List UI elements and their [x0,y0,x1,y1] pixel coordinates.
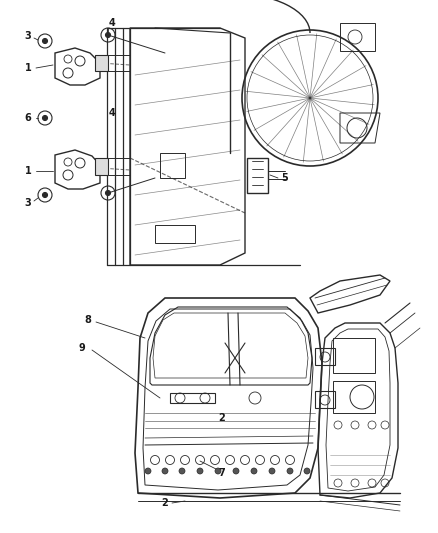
Circle shape [106,33,110,37]
Circle shape [162,468,168,474]
Text: 7: 7 [219,468,226,478]
Text: 4: 4 [109,108,115,118]
Circle shape [42,116,47,120]
Text: 1: 1 [25,166,32,176]
Circle shape [215,468,221,474]
Text: 2: 2 [219,413,226,423]
Text: 8: 8 [85,315,92,325]
Text: 2: 2 [162,498,168,508]
Circle shape [197,468,203,474]
Circle shape [145,468,151,474]
Circle shape [251,468,257,474]
Text: 1: 1 [25,63,32,73]
Polygon shape [95,158,108,175]
Circle shape [287,468,293,474]
Text: 6: 6 [25,113,32,123]
Circle shape [42,192,47,198]
Circle shape [42,38,47,44]
Circle shape [269,468,275,474]
Text: 5: 5 [282,173,288,183]
Polygon shape [95,55,108,71]
Circle shape [179,468,185,474]
Text: 3: 3 [25,31,32,41]
Text: 3: 3 [25,198,32,208]
Circle shape [106,190,110,196]
Circle shape [304,468,310,474]
Text: 4: 4 [109,18,115,28]
Text: 9: 9 [79,343,85,353]
Circle shape [233,468,239,474]
